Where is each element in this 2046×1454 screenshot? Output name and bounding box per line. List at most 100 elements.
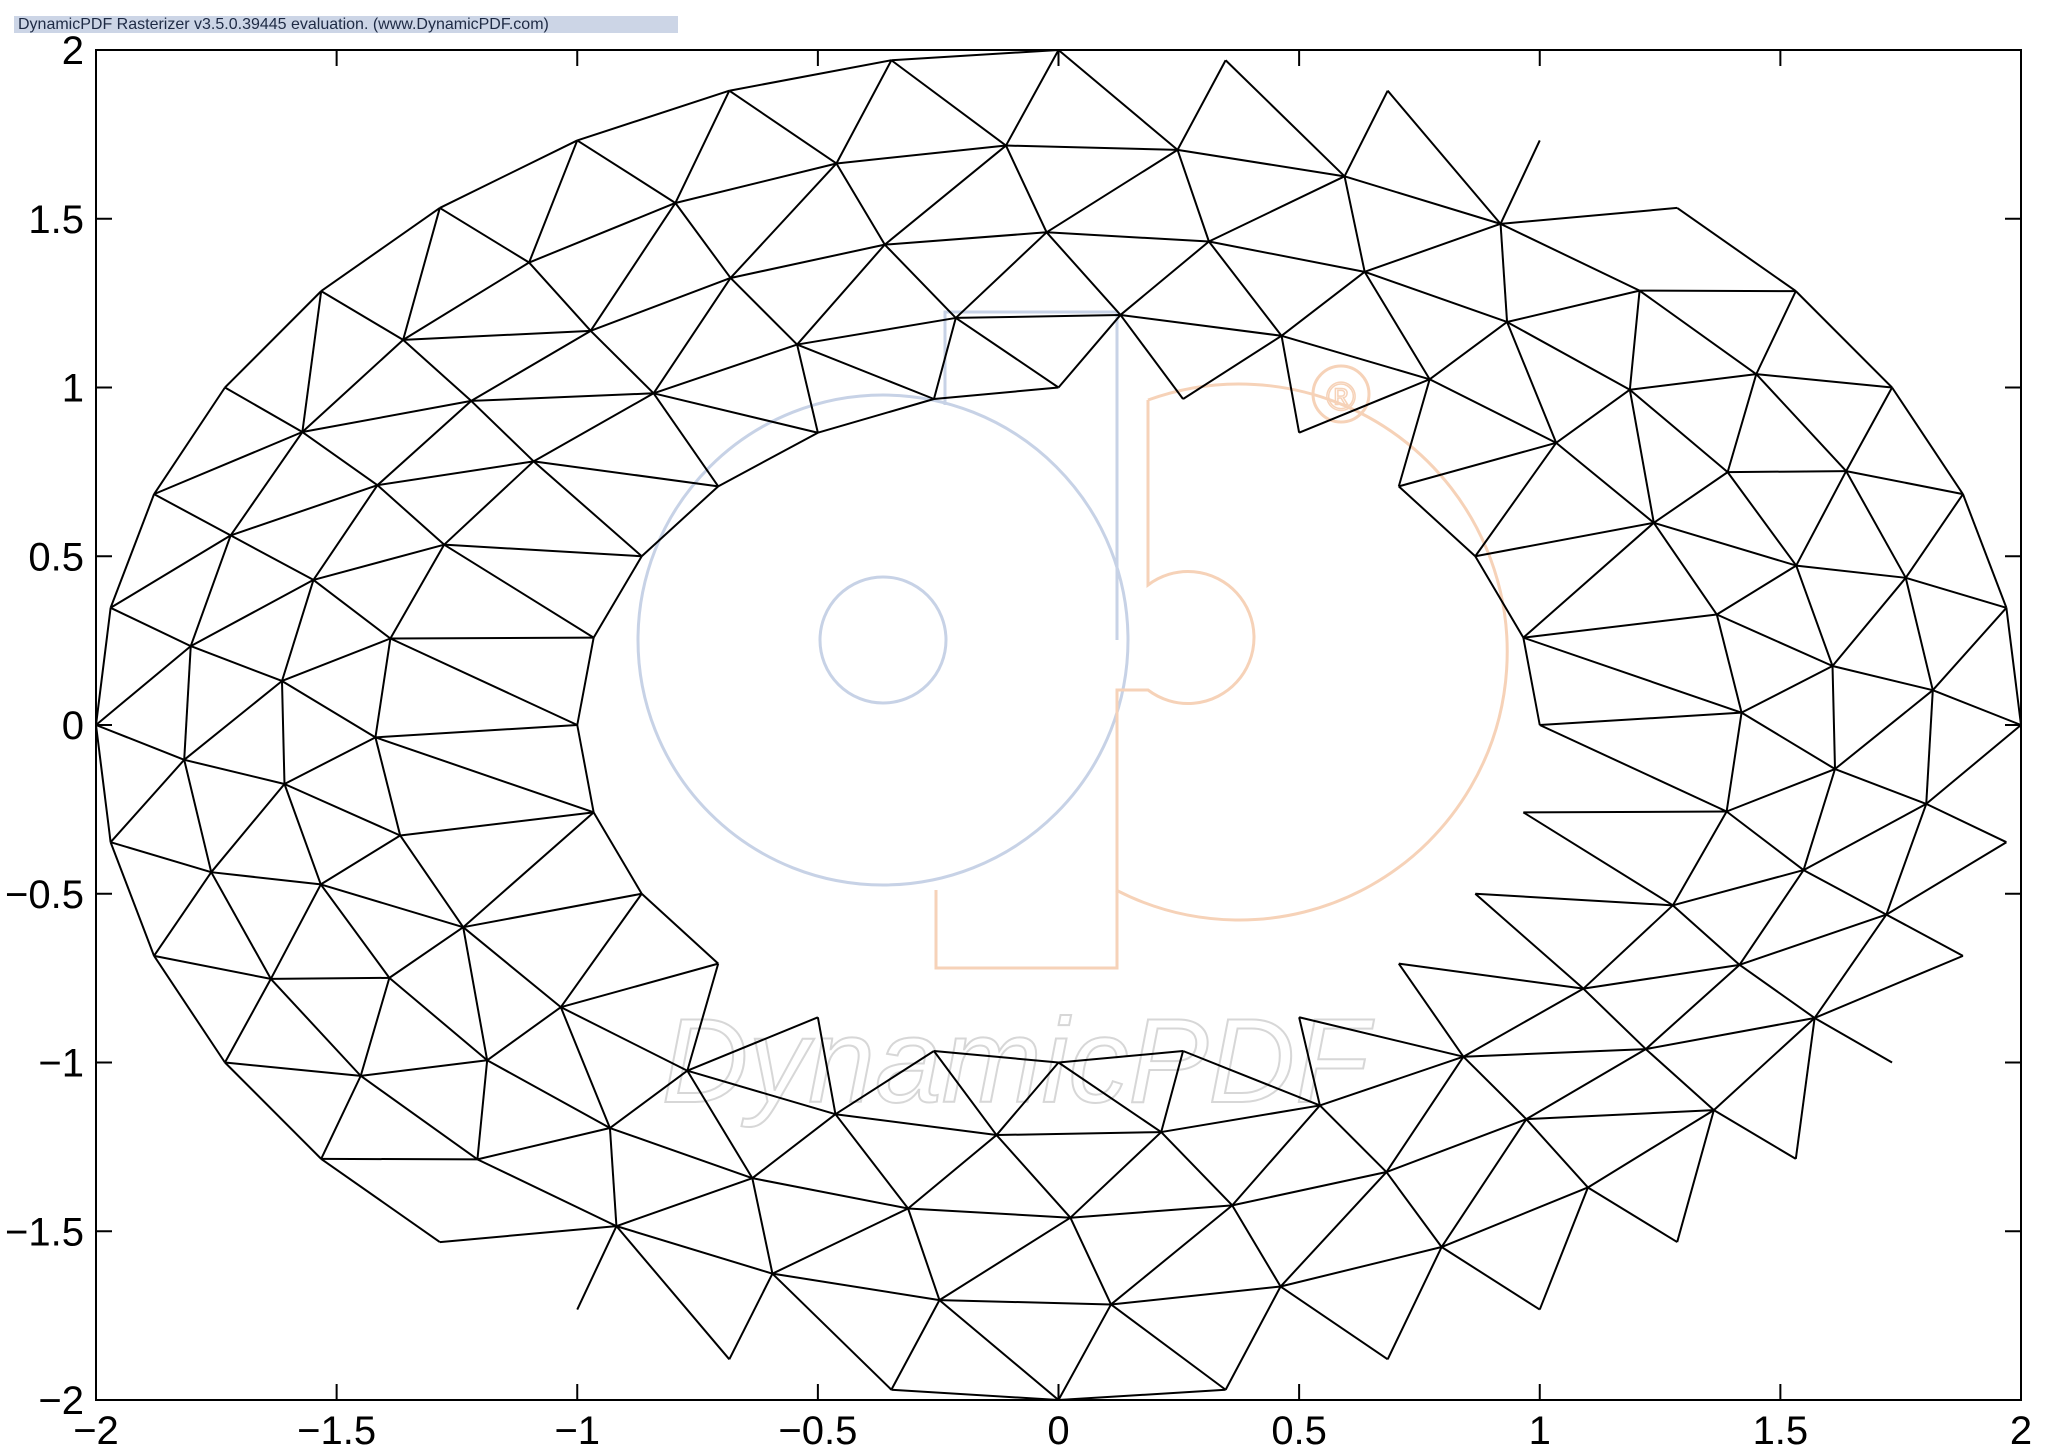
mesh-edge <box>1726 471 1798 567</box>
mesh-edge <box>729 162 838 279</box>
mesh-edge <box>359 977 391 1077</box>
mesh-edge <box>652 392 720 487</box>
mesh-edge <box>153 955 226 1064</box>
mesh-edge <box>360 1075 478 1161</box>
mesh-edge <box>1725 712 1743 812</box>
mesh-edge <box>1794 1017 1816 1160</box>
mesh-edge <box>402 261 530 341</box>
mesh-edge <box>183 646 192 760</box>
mesh-edge <box>1795 470 1848 567</box>
mesh-edge <box>402 207 441 341</box>
mesh-edge <box>576 1225 618 1310</box>
mesh-edge <box>1523 636 1742 714</box>
mesh-edge <box>1386 1118 1527 1173</box>
mesh-edge <box>908 1207 1071 1219</box>
mesh-edge <box>674 202 732 279</box>
mesh-edge <box>1845 387 1893 472</box>
mesh-edge <box>360 1059 488 1077</box>
mesh-edge <box>320 1075 362 1160</box>
mesh-edge <box>312 484 379 581</box>
mesh-edge <box>1462 1055 1528 1120</box>
mesh-edge <box>1281 334 1430 381</box>
mesh-edge <box>1119 240 1210 316</box>
mesh-edge <box>1885 913 1964 957</box>
mesh-edge <box>281 579 315 682</box>
mesh-edge <box>609 1127 753 1180</box>
mesh-edge <box>589 330 655 395</box>
mesh-edge <box>470 400 535 463</box>
mesh-edge <box>1555 388 1631 444</box>
mesh-edge <box>320 290 404 341</box>
x-tick-label: 0.5 <box>1271 1409 1327 1453</box>
mesh-edge <box>686 1016 819 1072</box>
mesh-edge <box>153 493 232 537</box>
mesh-edge <box>728 1273 774 1360</box>
mesh-edge <box>301 431 379 486</box>
watermark-d-stem <box>943 310 1119 640</box>
mesh-edge <box>319 883 391 979</box>
y-tick-labels: −2 −1.5 −1 −0.5 0 0.5 1 1.5 2 <box>5 29 84 1423</box>
mesh-edge <box>375 724 578 739</box>
mesh-edge <box>110 841 212 874</box>
mesh-edge <box>686 1070 754 1179</box>
mesh-edge <box>939 1299 1112 1306</box>
mesh-edge <box>1831 577 1907 667</box>
mesh-edge <box>1224 59 1346 178</box>
mesh-edge <box>653 392 819 434</box>
mesh-edge <box>1441 1246 1541 1311</box>
mesh-edge <box>439 207 530 264</box>
mesh-edge <box>284 736 376 785</box>
mesh-edge <box>884 144 1007 246</box>
mesh-edge <box>1796 564 1906 579</box>
x-tick-label: −0.5 <box>778 1409 857 1453</box>
mesh-edge <box>528 140 579 263</box>
mesh-edge <box>1652 522 1718 616</box>
mesh-edge <box>559 893 643 1008</box>
mesh-edge <box>210 871 272 980</box>
mesh-edge <box>616 1177 753 1228</box>
mesh-edge <box>1386 1246 1443 1360</box>
mesh-edge <box>1385 1171 1443 1248</box>
mesh-edge <box>1363 271 1431 380</box>
mesh-edge <box>1795 565 1834 667</box>
mesh-edge <box>1182 334 1283 400</box>
mesh-edge <box>270 978 362 1077</box>
mesh-edge <box>995 1061 1060 1136</box>
mesh-edge <box>476 1158 617 1228</box>
mesh-edge <box>1005 49 1060 147</box>
mesh-edge <box>224 1061 361 1077</box>
mesh-edge <box>1525 1048 1647 1121</box>
mesh-edge <box>752 1177 909 1210</box>
mesh-edge <box>729 59 892 92</box>
mesh-edge <box>686 963 720 1072</box>
mesh-edge <box>1182 1050 1321 1107</box>
mesh-edge <box>1208 240 1365 273</box>
watermark-p-bowl <box>1115 382 1509 922</box>
mesh-edge <box>560 1006 688 1072</box>
mesh-edge <box>995 1134 1072 1219</box>
x-tick-label: −1.5 <box>297 1409 376 1453</box>
mesh-edge <box>1319 1055 1464 1107</box>
mesh-edge <box>884 243 957 319</box>
evaluation-banner: DynamicPDF Rasterizer v3.5.0.39445 evalu… <box>14 16 678 33</box>
mesh-edge <box>280 680 286 785</box>
mesh-edge <box>1500 206 1678 225</box>
mesh-edge <box>1672 904 1741 966</box>
mesh-edge <box>1441 1186 1589 1248</box>
dynamicpdf-watermark: ® DynamicPDF <box>636 310 1509 1129</box>
mesh-edge <box>729 277 798 346</box>
mesh-edge <box>1398 441 1557 488</box>
mesh-edge <box>1738 869 1805 966</box>
mesh-edge <box>938 1299 1060 1401</box>
mesh-edge <box>1795 290 1893 389</box>
mesh-edge <box>1756 373 1893 389</box>
mesh-edge <box>2005 607 2022 726</box>
mesh-edge <box>1343 90 1389 177</box>
mesh-edge <box>1070 1204 1233 1219</box>
mesh-edge <box>402 339 472 402</box>
mesh-edge <box>389 637 578 726</box>
mesh-edge <box>1280 271 1366 337</box>
mesh-edge <box>1726 810 1805 871</box>
mesh-edge <box>641 893 719 965</box>
mesh-edge <box>153 386 226 495</box>
